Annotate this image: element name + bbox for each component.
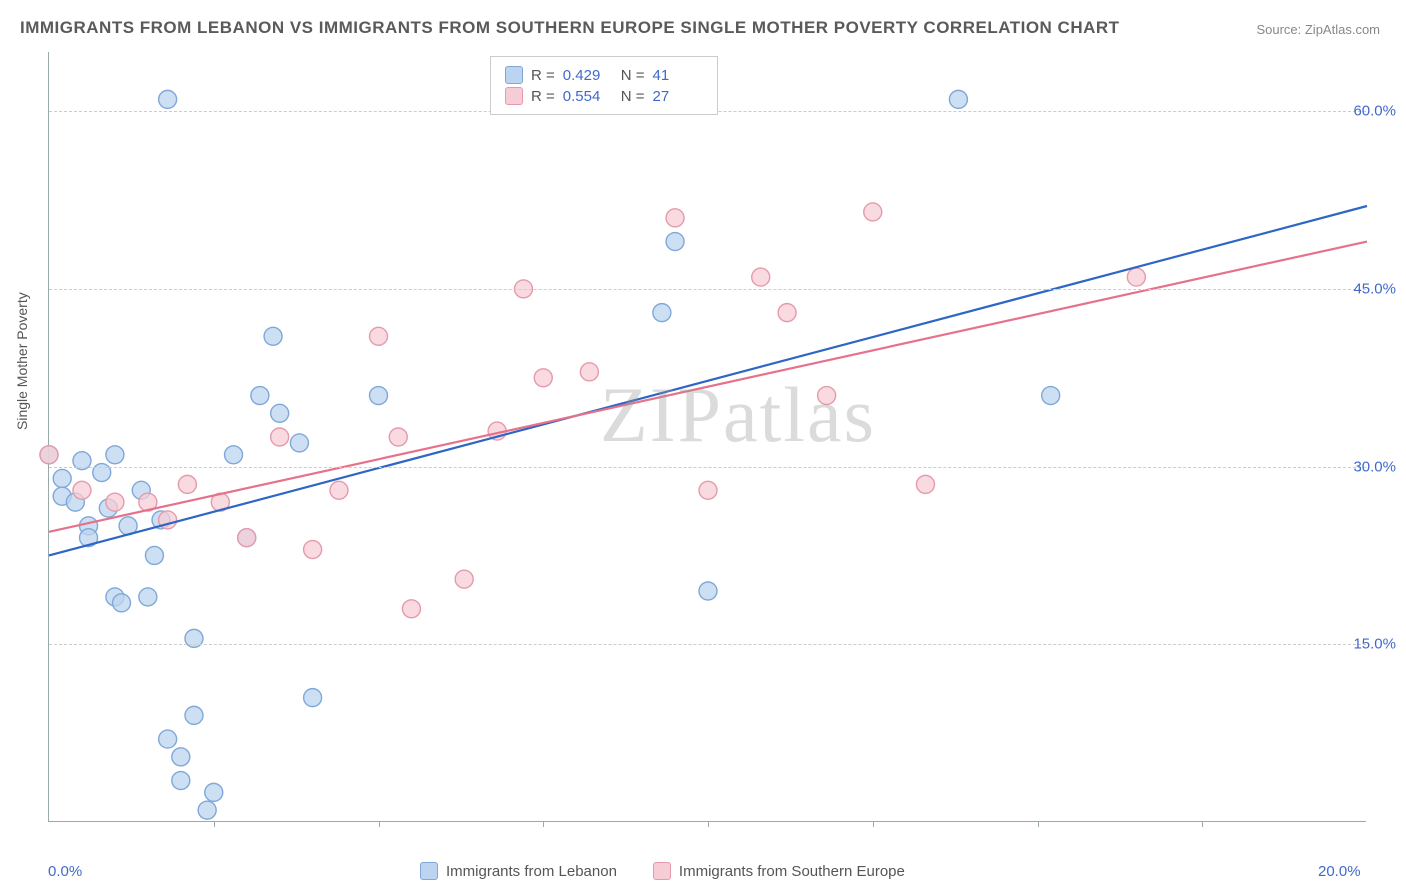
data-point: [370, 387, 388, 405]
legend-label-1: Immigrants from Lebanon: [446, 863, 617, 880]
data-point: [172, 772, 190, 790]
data-point: [159, 730, 177, 748]
legend-n-value-2: 27: [653, 88, 703, 105]
gridline: [49, 467, 1366, 468]
y-tick-label: 45.0%: [1353, 280, 1396, 297]
legend-r-label: R =: [531, 88, 555, 105]
x-tick: [1038, 821, 1039, 827]
y-tick-label: 60.0%: [1353, 103, 1396, 120]
data-point: [778, 304, 796, 322]
y-axis-label: Single Mother Poverty: [14, 292, 30, 430]
legend-row-2: R = 0.554 N = 27: [505, 87, 703, 105]
data-point: [264, 327, 282, 345]
data-point: [580, 363, 598, 381]
data-point: [139, 588, 157, 606]
data-point: [916, 475, 934, 493]
data-point: [818, 387, 836, 405]
trend-line: [49, 206, 1367, 555]
legend-item-2: Immigrants from Southern Europe: [653, 862, 905, 880]
data-point: [699, 481, 717, 499]
data-point: [40, 446, 58, 464]
data-point: [145, 546, 163, 564]
data-point: [402, 600, 420, 618]
gridline: [49, 289, 1366, 290]
data-point: [304, 541, 322, 559]
legend-label-2: Immigrants from Southern Europe: [679, 863, 905, 880]
data-point: [666, 209, 684, 227]
legend-r-value-1: 0.429: [563, 67, 613, 84]
legend-n-label: N =: [621, 67, 645, 84]
data-point: [178, 475, 196, 493]
data-point: [185, 706, 203, 724]
data-point: [271, 428, 289, 446]
x-tick-label: 0.0%: [48, 863, 82, 880]
x-tick: [1202, 821, 1203, 827]
data-point: [330, 481, 348, 499]
legend-n-value-1: 41: [653, 67, 703, 84]
chart-svg: [49, 52, 1366, 821]
data-point: [271, 404, 289, 422]
data-point: [455, 570, 473, 588]
chart-title: IMMIGRANTS FROM LEBANON VS IMMIGRANTS FR…: [20, 18, 1120, 38]
x-tick-label: 20.0%: [1318, 863, 1361, 880]
data-point: [238, 529, 256, 547]
data-point: [534, 369, 552, 387]
legend-series: Immigrants from Lebanon Immigrants from …: [420, 862, 905, 880]
data-point: [198, 801, 216, 819]
legend-correlation: R = 0.429 N = 41 R = 0.554 N = 27: [490, 56, 718, 115]
x-tick: [543, 821, 544, 827]
x-tick: [214, 821, 215, 827]
legend-row-1: R = 0.429 N = 41: [505, 66, 703, 84]
x-tick: [708, 821, 709, 827]
data-point: [1042, 387, 1060, 405]
data-point: [864, 203, 882, 221]
swatch-series-1: [505, 66, 523, 84]
data-point: [653, 304, 671, 322]
data-point: [73, 481, 91, 499]
data-point: [389, 428, 407, 446]
legend-r-label: R =: [531, 67, 555, 84]
legend-item-1: Immigrants from Lebanon: [420, 862, 617, 880]
legend-n-label: N =: [621, 88, 645, 105]
legend-r-value-2: 0.554: [563, 88, 613, 105]
data-point: [251, 387, 269, 405]
x-tick: [379, 821, 380, 827]
data-point: [159, 90, 177, 108]
y-tick-label: 15.0%: [1353, 636, 1396, 653]
data-point: [304, 689, 322, 707]
swatch-series-1-bottom: [420, 862, 438, 880]
data-point: [290, 434, 308, 452]
data-point: [172, 748, 190, 766]
data-point: [106, 446, 124, 464]
plot-area: [48, 52, 1366, 822]
swatch-series-2: [505, 87, 523, 105]
gridline: [49, 644, 1366, 645]
data-point: [225, 446, 243, 464]
source-label: Source: ZipAtlas.com: [1256, 22, 1380, 37]
swatch-series-2-bottom: [653, 862, 671, 880]
data-point: [666, 233, 684, 251]
x-tick: [873, 821, 874, 827]
data-point: [949, 90, 967, 108]
data-point: [699, 582, 717, 600]
y-tick-label: 30.0%: [1353, 458, 1396, 475]
data-point: [370, 327, 388, 345]
data-point: [1127, 268, 1145, 286]
data-point: [53, 469, 71, 487]
data-point: [106, 493, 124, 511]
data-point: [205, 783, 223, 801]
data-point: [112, 594, 130, 612]
data-point: [752, 268, 770, 286]
